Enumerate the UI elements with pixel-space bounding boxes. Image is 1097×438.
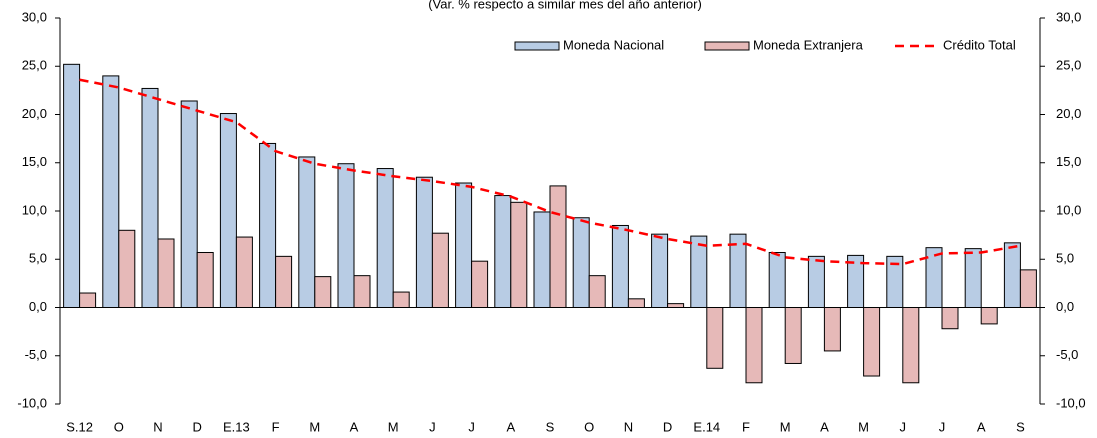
x-tick-label: S.12 [66,419,93,434]
bar [219,113,237,308]
x-tick-label: J [939,419,946,434]
x-tick-label: F [742,419,750,434]
x-tick-label: A [977,419,986,434]
bar [235,236,253,308]
bar [392,291,410,308]
x-tick-label: F [272,419,280,434]
bar [1003,242,1021,308]
x-tick-label: S [546,419,555,434]
x-tick-label: M [309,419,320,434]
y2-tick-label: 20,0 [1056,106,1081,121]
legend-label: Crédito Total [943,37,1016,52]
bar [79,292,97,308]
x-tick-label: N [153,419,162,434]
bar [863,307,881,377]
x-tick-label: D [193,419,202,434]
bar [902,307,920,384]
x-tick-label: J [468,419,475,434]
y-tick-label: 20,0 [22,106,47,121]
bar [611,224,629,309]
bar [690,235,708,308]
y2-tick-label: -5,0 [1056,347,1078,362]
chart-subtitle: (Var. % respecto a similar mes del año a… [428,0,702,11]
bar [118,229,136,308]
legend-label: Moneda Nacional [563,37,664,52]
legend-label: Moneda Extranjera [753,37,864,52]
bar [510,201,528,308]
bar [572,217,590,309]
bar [471,260,489,308]
bar [494,195,512,308]
y-tick-label: 25,0 [22,58,47,73]
bar [745,307,763,384]
x-tick-label: J [900,419,907,434]
bar [314,276,332,308]
bar [667,303,685,309]
x-tick-label: D [663,419,672,434]
y-tick-label: 0,0 [29,299,47,314]
bar [455,182,473,308]
y2-tick-label: 0,0 [1056,299,1074,314]
bar [376,168,394,308]
bar [157,238,175,308]
bar [941,307,959,330]
bar [353,275,371,308]
bar [980,307,998,325]
x-tick-label: N [624,419,633,434]
x-tick-label: A [350,419,359,434]
bar [259,142,277,308]
y-tick-label: -10,0 [17,395,47,410]
bar [63,63,81,308]
bar [706,307,724,369]
legend-swatch [514,41,560,51]
bar [964,248,982,308]
bar [925,247,943,308]
y2-tick-label: 25,0 [1056,58,1081,73]
bar [415,176,433,308]
y2-tick-label: -10,0 [1056,395,1086,410]
x-tick-label: A [820,419,829,434]
line [79,78,1021,266]
bar [768,251,786,308]
bar [1019,269,1037,308]
x-tick-label: O [584,419,594,434]
bar [180,100,198,308]
legend-swatch [704,41,750,51]
y2-tick-label: 5,0 [1056,251,1074,266]
bar [533,211,551,308]
bar [784,307,802,364]
bar [298,156,316,308]
x-tick-label: E.13 [223,419,250,434]
y-tick-label: 5,0 [29,251,47,266]
y2-tick-label: 10,0 [1056,202,1081,217]
x-tick-label: S [1016,419,1025,434]
bar [588,275,606,308]
bar [627,298,645,309]
bar [651,233,669,308]
bar [337,163,355,308]
x-tick-label: A [506,419,515,434]
y-tick-label: -5,0 [25,347,47,362]
x-tick-label: M [780,419,791,434]
y-tick-label: 15,0 [22,154,47,169]
bar [823,307,841,352]
bar [102,75,120,309]
x-tick-label: M [858,419,869,434]
bar [549,185,567,308]
x-tick-label: M [388,419,399,434]
x-tick-label: J [429,419,436,434]
y-tick-label: 30,0 [22,9,47,24]
y2-tick-label: 30,0 [1056,9,1081,24]
x-tick-label: E.14 [693,419,720,434]
y2-tick-label: 15,0 [1056,154,1081,169]
bar [275,255,293,309]
bar [196,251,214,308]
y-tick-label: 10,0 [22,202,47,217]
bar [141,87,159,308]
x-tick-label: O [114,419,124,434]
bar [807,255,825,309]
bar [431,232,449,309]
